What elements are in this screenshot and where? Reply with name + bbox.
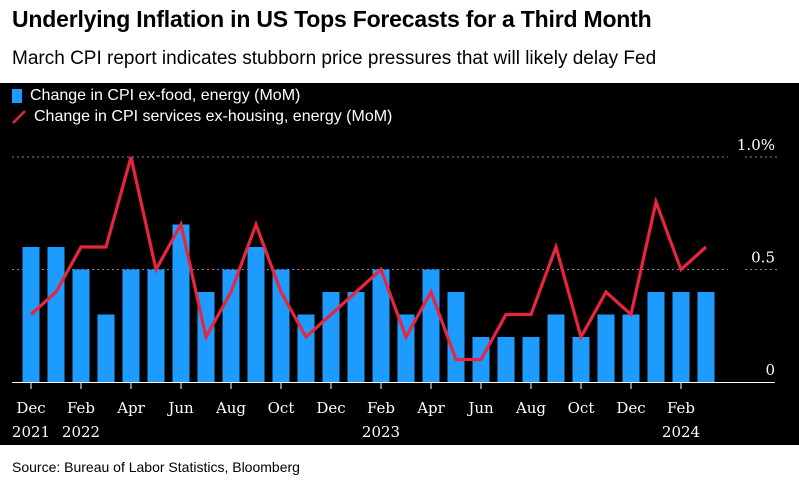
x-tick-label: Feb [667,399,695,417]
bar [497,337,515,382]
bar [697,292,715,382]
bar [147,269,165,382]
chart-title: Underlying Inflation in US Tops Forecast… [12,6,652,32]
line-series [29,156,708,362]
y-tick-label: 1.0% [737,136,775,154]
x-tick-label: Jun [166,399,194,417]
x-tick-label: Apr [116,399,145,417]
x-tick-label: Oct [268,399,295,417]
x-tick-label: Aug [515,399,546,417]
y-tick-label: 0 [765,361,775,379]
x-tick-label: Apr [416,399,445,417]
bar [272,269,290,382]
bar [72,269,90,382]
bar [247,247,265,382]
x-year-label: 2021 [12,423,50,441]
legend-line-swatch [12,110,26,124]
x-tick-label: Dec [616,399,645,417]
source-note: Source: Bureau of Labor Statistics, Bloo… [12,459,300,475]
chart-subtitle: March CPI report indicates stubborn pric… [12,48,657,69]
x-tick-label: Oct [568,399,595,417]
bar [122,269,140,382]
bar [322,292,340,382]
x-year-label: 2023 [362,423,400,441]
y-tick-label: 0.5 [751,249,775,267]
legend-item-line: Change in CPI services ex-housing, energ… [12,108,392,126]
x-year-label: 2024 [662,423,700,441]
legend-item-bars: Change in CPI ex-food, energy (MoM) [12,87,300,105]
chart-plot: 0 0.5 1.0% Dec 2021 Feb 2022 Apr Jun Aug Oct Dec Feb… [12,136,778,441]
bar [97,314,115,382]
x-tick-label: Jun [466,399,494,417]
bar [522,337,540,382]
bar [572,337,590,382]
bar [372,269,390,382]
bar [422,269,440,382]
legend-bar-swatch [12,89,22,103]
bar [447,292,465,382]
x-tick-label: Feb [67,399,95,417]
x-tick-label: Feb [367,399,395,417]
bar [222,269,240,382]
x-tick-label: Aug [215,399,246,417]
bar [647,292,665,382]
legend-label: Change in CPI ex-food, energy (MoM) [30,87,301,104]
bar [172,224,190,382]
bar [672,292,690,382]
bar [622,314,640,382]
bar [47,247,65,382]
legend-label: Change in CPI services ex-housing, energ… [34,108,393,125]
x-year-label: 2022 [62,423,100,441]
bar [547,314,565,382]
bar [347,292,365,382]
bar [597,314,615,382]
x-tick-label: Dec [16,399,45,417]
x-tick-label: Dec [316,399,345,417]
chart-panel: Change in CPI ex-food, energy (MoM) Chan… [0,83,799,445]
